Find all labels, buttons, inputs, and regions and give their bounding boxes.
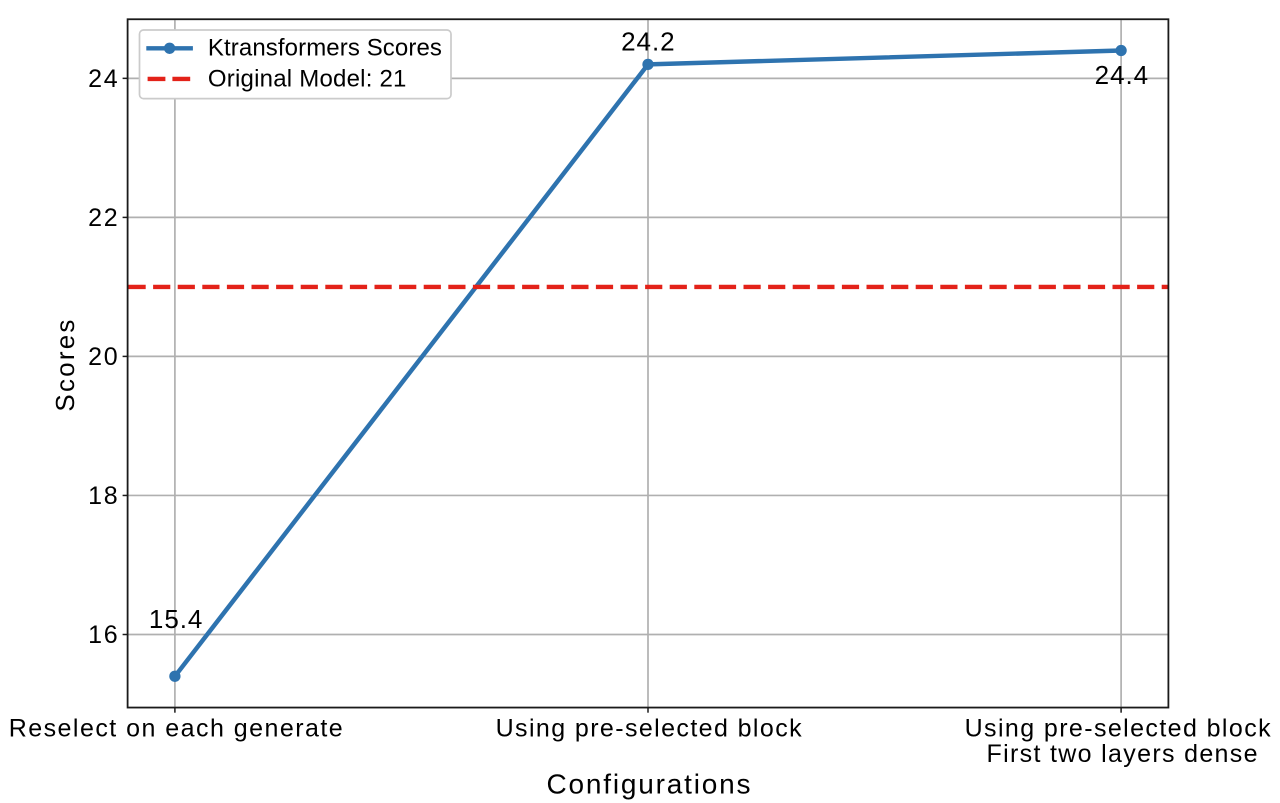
svg-text:Ktransformers Scores: Ktransformers Scores	[208, 35, 442, 62]
svg-text:Configurations: Configurations	[547, 769, 751, 800]
svg-text:Reselect on each generate: Reselect on each generate	[9, 715, 343, 743]
svg-text:Scores: Scores	[50, 320, 80, 412]
svg-text:16: 16	[88, 621, 118, 649]
svg-text:18: 18	[88, 482, 118, 510]
svg-text:24.4: 24.4	[1095, 60, 1149, 90]
svg-text:20: 20	[88, 343, 118, 371]
svg-text:Original Model: 21: Original Model: 21	[208, 66, 407, 93]
svg-text:15.4: 15.4	[149, 604, 203, 634]
svg-text:24.2: 24.2	[621, 27, 675, 57]
svg-text:Using pre-selected block: Using pre-selected block	[496, 715, 803, 743]
svg-text:Using pre-selected block: Using pre-selected block	[965, 715, 1272, 743]
svg-text:24: 24	[88, 65, 118, 93]
svg-text:22: 22	[88, 204, 118, 232]
